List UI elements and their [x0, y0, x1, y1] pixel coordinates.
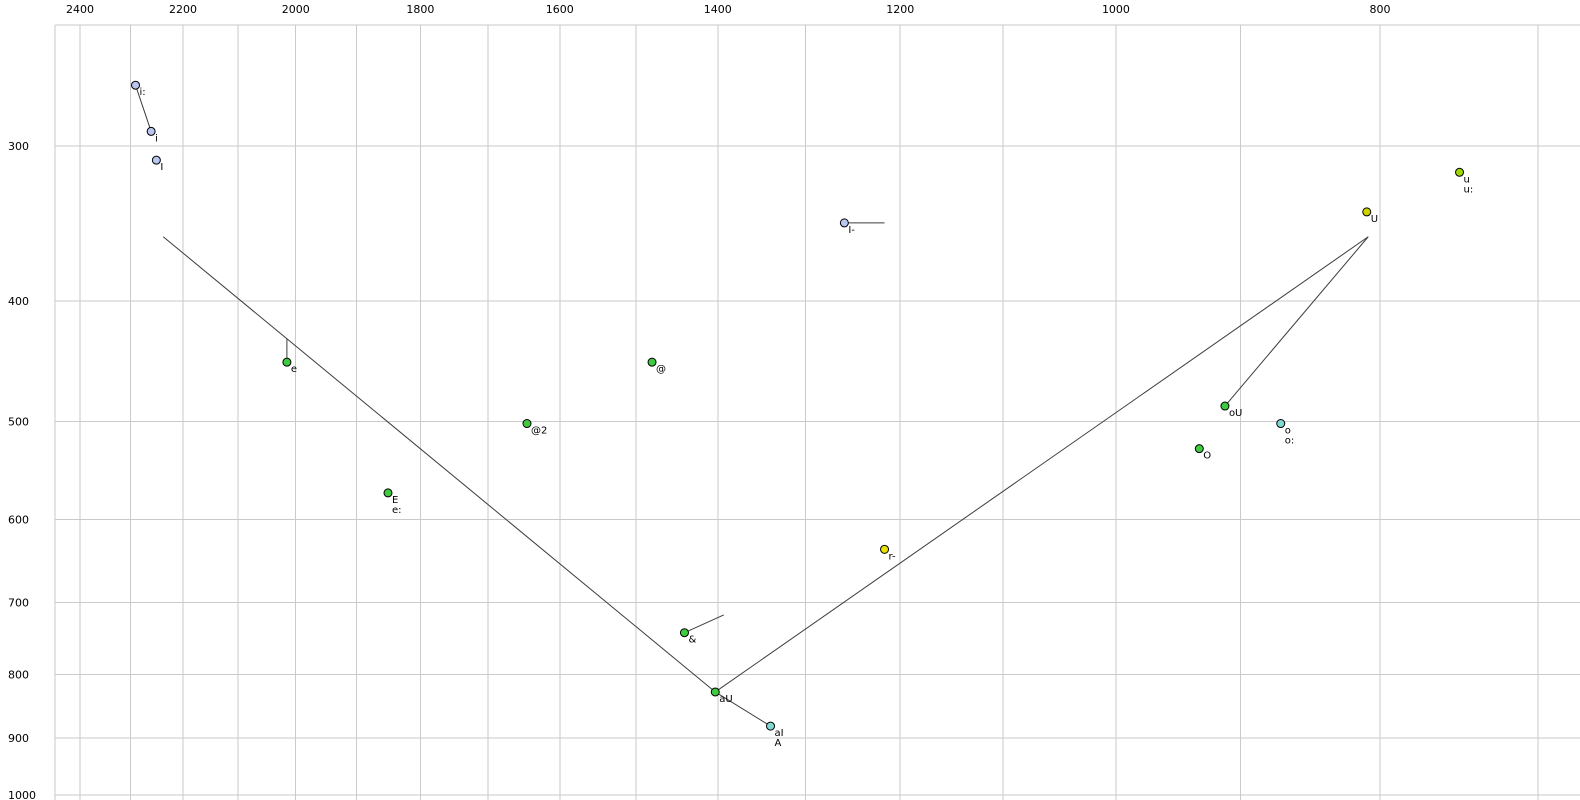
x-axis-tick-label: 2400: [66, 3, 94, 16]
x-axis-tick-label: 800: [1370, 3, 1391, 16]
trajectory-line: [162, 236, 716, 693]
vowel-label-secondary: A: [775, 738, 782, 749]
y-axis-tick-label: 900: [8, 732, 29, 745]
vowel-point[interactable]: [710, 687, 720, 697]
vowel-label: I-: [848, 225, 855, 236]
vowel-label: @2: [531, 426, 547, 437]
x-axis-tick-label: 2000: [282, 3, 310, 16]
vowel-label-secondary: u:: [1464, 184, 1474, 195]
y-axis-tick-label: 700: [8, 597, 29, 610]
vowel-label: u: [1464, 174, 1470, 185]
vowel-point[interactable]: [766, 721, 776, 731]
vowel-label: &: [688, 635, 696, 646]
vowel-label: I: [160, 162, 163, 173]
vowel-point[interactable]: [1194, 444, 1204, 454]
vowel-point[interactable]: [647, 357, 657, 367]
vowel-point[interactable]: [679, 628, 689, 638]
vowel-label: U: [1371, 214, 1378, 225]
vowel-label: aU: [719, 694, 732, 705]
x-axis-tick-label: 2200: [169, 3, 197, 16]
x-axis-tick-label: 1600: [546, 3, 574, 16]
vowel-label: @: [656, 364, 666, 375]
trajectory-line: [715, 691, 771, 727]
vowel-point[interactable]: [383, 488, 393, 498]
vowel-point[interactable]: [839, 218, 849, 228]
vowel-label: E: [392, 495, 398, 506]
vowel-point[interactable]: [880, 544, 890, 554]
x-axis-tick-label: 1200: [886, 3, 914, 16]
vowel-label: O: [1203, 451, 1211, 462]
x-axis-tick-label: 1000: [1102, 3, 1130, 16]
vowel-label: oU: [1229, 408, 1242, 419]
vowel-point[interactable]: [151, 155, 161, 165]
y-axis-tick-label: 800: [8, 669, 29, 682]
vowel-label: e: [291, 364, 297, 375]
vowel-point[interactable]: [131, 80, 141, 90]
vowel-point[interactable]: [522, 419, 532, 429]
y-axis-tick-label: 1000: [8, 789, 36, 800]
x-axis-tick-label: 1400: [704, 3, 732, 16]
vowel-label: o: [1285, 426, 1291, 437]
vowel-point[interactable]: [282, 357, 292, 367]
vowel-point[interactable]: [1220, 401, 1230, 411]
vowel-label: r-: [889, 551, 896, 562]
vowel-label: i:: [140, 87, 146, 98]
vowel-point[interactable]: [1455, 167, 1465, 177]
vowel-label-secondary: e:: [392, 505, 402, 516]
vowel-point[interactable]: [1362, 207, 1372, 217]
y-axis-tick-label: 400: [8, 295, 29, 308]
trajectory-line: [1224, 236, 1369, 407]
vowel-point[interactable]: [1276, 419, 1286, 429]
y-axis-tick-label: 600: [8, 514, 29, 527]
vowel-label: i: [155, 133, 158, 144]
trajectory-line: [135, 85, 152, 132]
y-axis-tick-label: 500: [8, 415, 29, 428]
vowel-label: aI: [775, 728, 784, 739]
x-axis-tick-label: 1800: [406, 3, 434, 16]
vowel-label-secondary: o:: [1285, 436, 1295, 447]
trajectory-line: [714, 236, 1369, 693]
y-axis-tick-label: 300: [8, 140, 29, 153]
whisker-line: [684, 614, 724, 634]
vowel-point[interactable]: [146, 126, 156, 136]
